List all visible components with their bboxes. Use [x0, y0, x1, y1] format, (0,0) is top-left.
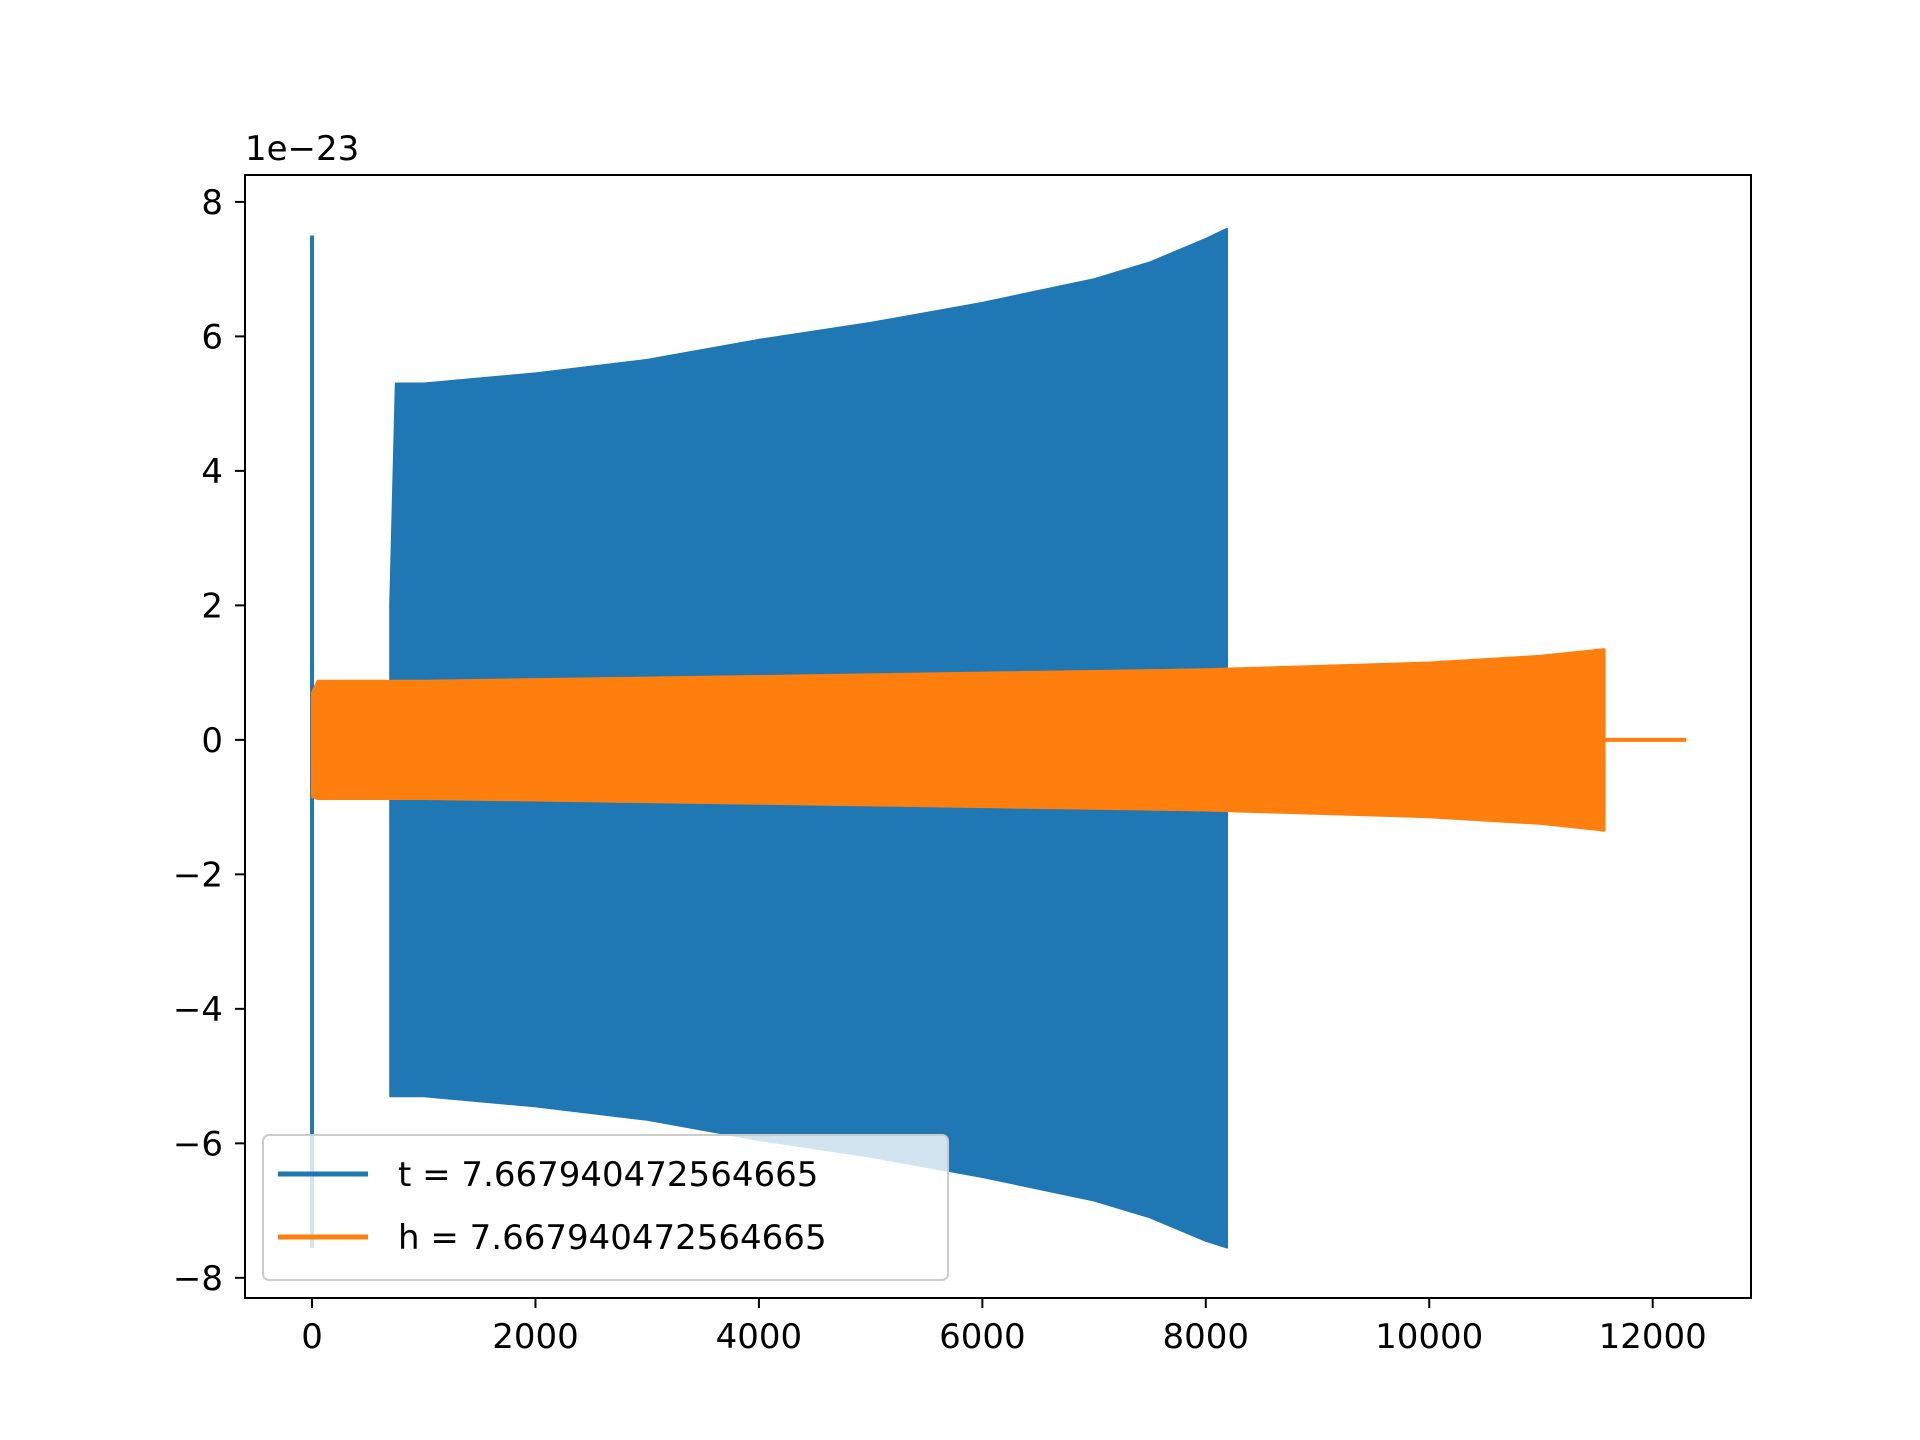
legend-label-t: t = 7.667940472564665 — [398, 1155, 818, 1195]
y-tick-label: 8 — [201, 183, 223, 223]
x-tick-label: 0 — [301, 1317, 323, 1357]
axes-frame — [244, 174, 1752, 1299]
y-tick-label: 2 — [201, 586, 223, 626]
legend: t = 7.667940472564665 h = 7.6679404725646… — [262, 1134, 949, 1281]
plot-area — [310, 227, 1687, 1249]
x-tick-label: 2000 — [492, 1317, 579, 1357]
y-tick-label: −6 — [173, 1124, 223, 1164]
y-tick-label: 0 — [201, 721, 223, 761]
legend-label-h: h = 7.667940472564665 — [398, 1218, 827, 1258]
y-offset-label: 1e−23 — [245, 129, 359, 169]
series-h-envelope — [311, 648, 1606, 832]
y-tick-label: 4 — [201, 452, 223, 492]
y-axis: 8 6 4 2 0 −2 −4 −6 −8 — [173, 183, 245, 1299]
x-tick-label: 8000 — [1163, 1317, 1250, 1357]
x-tick-label: 10000 — [1375, 1317, 1483, 1357]
legend-box — [262, 1134, 949, 1281]
x-axis: 0 2000 4000 6000 8000 10000 12000 — [301, 1298, 1707, 1357]
y-tick-label: −4 — [173, 990, 223, 1030]
x-tick-label: 4000 — [716, 1317, 803, 1357]
x-tick-label: 12000 — [1599, 1317, 1707, 1357]
y-tick-label: −8 — [173, 1259, 223, 1299]
y-tick-label: 6 — [201, 317, 223, 357]
x-tick-label: 6000 — [939, 1317, 1026, 1357]
y-tick-label: −2 — [173, 855, 223, 895]
